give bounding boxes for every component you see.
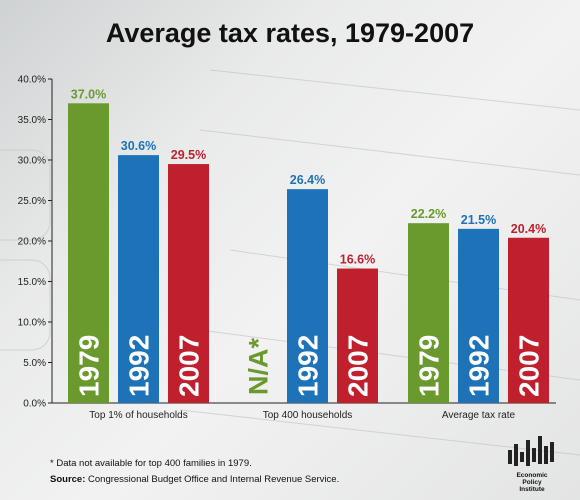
source-text: Congressional Budget Office and Internal… bbox=[85, 474, 340, 485]
footnote: * Data not available for top 400 familie… bbox=[50, 458, 252, 469]
bar-2007 bbox=[168, 164, 209, 403]
y-tick-label: 15.0% bbox=[18, 277, 46, 288]
bar-year-label: 1992 bbox=[293, 335, 324, 397]
y-tick-label: 35.0% bbox=[18, 115, 46, 126]
bar-2007 bbox=[508, 237, 549, 403]
x-category-label: Top 1% of households bbox=[89, 410, 187, 421]
data-label: 20.4% bbox=[511, 222, 546, 236]
bar-1992 bbox=[458, 228, 499, 403]
y-tick-label: 0.0% bbox=[23, 399, 46, 410]
bar-1979 bbox=[68, 103, 109, 404]
bar-2007 bbox=[337, 268, 378, 403]
bar-year-label: 2007 bbox=[514, 335, 545, 397]
logo-line3: Institute bbox=[519, 486, 545, 493]
logo-line2: Policy bbox=[522, 479, 542, 486]
logo-line1: Economic bbox=[516, 472, 548, 479]
data-label: 30.6% bbox=[121, 139, 156, 153]
y-tick-label: 10.0% bbox=[18, 318, 46, 329]
data-label: 21.5% bbox=[461, 213, 496, 227]
logo-text: Economic Policy Institute bbox=[500, 472, 564, 493]
bar-year-label: 2007 bbox=[174, 335, 205, 397]
data-label: 29.5% bbox=[171, 148, 206, 162]
x-category-label: Top 400 households bbox=[263, 410, 353, 421]
y-tick-label: 25.0% bbox=[18, 196, 46, 207]
epi-logo: Economic Policy Institute bbox=[500, 432, 564, 496]
bar-year-label: 1992 bbox=[464, 335, 495, 397]
y-tick-label: 20.0% bbox=[18, 237, 46, 248]
x-category-label: Average tax rate bbox=[442, 410, 516, 421]
epi-bar-logo-icon bbox=[508, 436, 554, 466]
source-label: Source: bbox=[50, 474, 86, 485]
na-label: N/A* bbox=[244, 338, 274, 395]
y-tick-label: 5.0% bbox=[23, 358, 46, 369]
bar-year-label: 1979 bbox=[414, 335, 445, 397]
bar-year-label: 1979 bbox=[74, 335, 105, 397]
source-line: Source: Congressional Budget Office and … bbox=[50, 474, 339, 485]
y-tick-label: 30.0% bbox=[18, 156, 46, 167]
data-label: 16.6% bbox=[340, 253, 375, 267]
bar-year-label: 2007 bbox=[343, 335, 374, 397]
bar-1992 bbox=[118, 155, 159, 403]
bar-year-label: 1992 bbox=[124, 335, 155, 397]
y-tick-label: 40.0% bbox=[18, 75, 46, 86]
bar-1979 bbox=[408, 223, 449, 403]
data-label: 37.0% bbox=[71, 87, 106, 101]
bar-1992 bbox=[287, 189, 328, 403]
data-label: 22.2% bbox=[411, 207, 446, 221]
data-label: 26.4% bbox=[290, 173, 325, 187]
chart-title: Average tax rates, 1979-2007 bbox=[105, 18, 475, 48]
